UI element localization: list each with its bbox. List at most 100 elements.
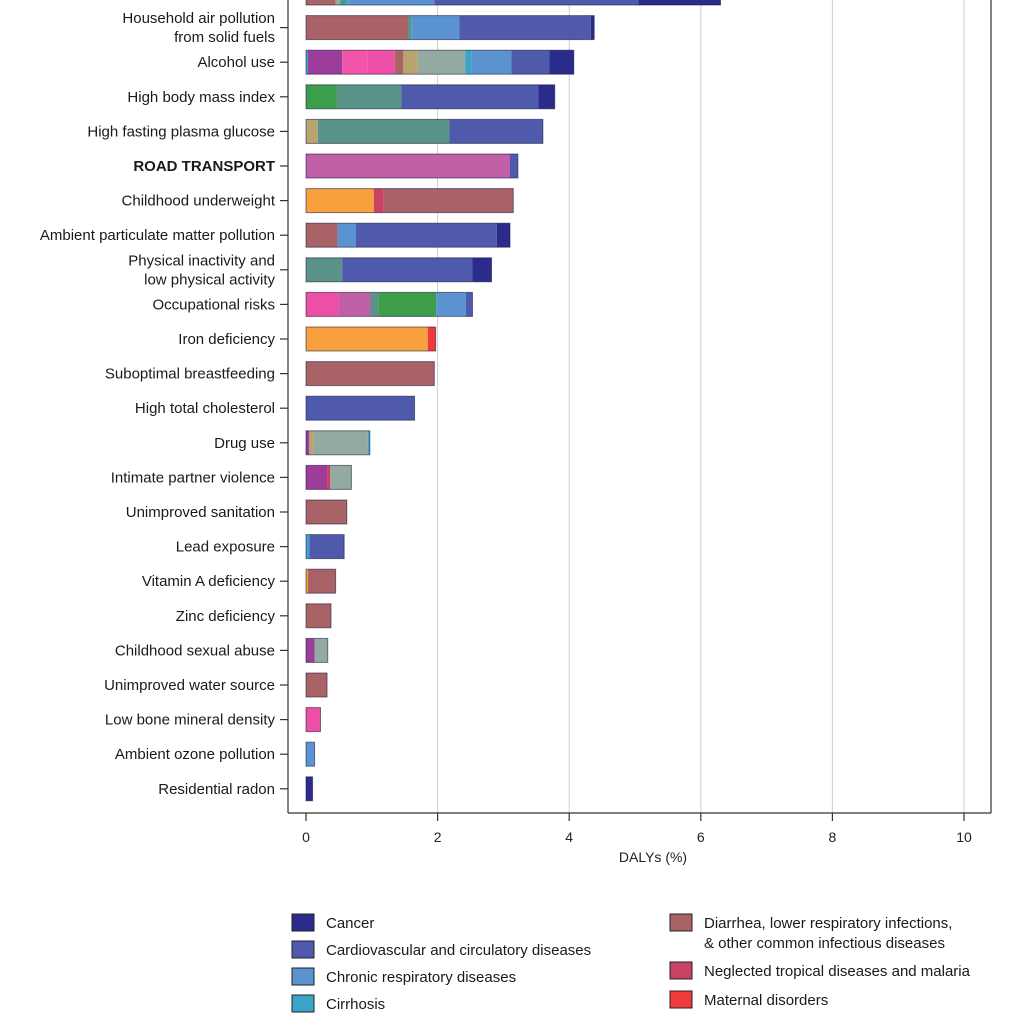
bar-outline bbox=[305, 637, 329, 663]
legend-label: Maternal disorders bbox=[704, 992, 828, 1009]
bar-segment-cardiovascular bbox=[401, 84, 539, 109]
bar-segment-nutritional_def bbox=[306, 188, 374, 213]
bar-segment-cardiovascular bbox=[342, 257, 473, 282]
bar-segment-neurological bbox=[307, 50, 343, 75]
category-labels: Household air pollution from solid fuels A… bbox=[40, 10, 288, 798]
bar-outline bbox=[305, 741, 316, 767]
bar-segment-mental bbox=[314, 638, 328, 663]
bar-segment-nutritional_def bbox=[306, 569, 308, 594]
bar-segment-mental bbox=[335, 0, 341, 5]
category-label: Lead exposure bbox=[176, 539, 275, 556]
bar-segment-nutritional bbox=[309, 430, 314, 455]
bar-segment-cardiovascular bbox=[434, 0, 639, 5]
legend-label: & other common infectious diseases bbox=[704, 935, 945, 952]
x-tick-label: 8 bbox=[829, 829, 837, 845]
bar-segment-injuries_intentional bbox=[367, 50, 395, 75]
bar-segment-cancer bbox=[496, 223, 510, 248]
bar-outline bbox=[305, 15, 595, 41]
category-label: Suboptimal breastfeeding bbox=[105, 366, 275, 383]
bar-segment-cardiovascular bbox=[356, 223, 497, 248]
bar-segment-injuries_intentional bbox=[306, 292, 339, 317]
bar-outline bbox=[305, 464, 352, 490]
x-axis: 0 2 4 6 8 10 bbox=[287, 0, 992, 845]
category-label: Unimproved water source bbox=[104, 677, 275, 694]
bar-segment-diabetes bbox=[407, 15, 412, 40]
bar-segment-transport bbox=[306, 154, 510, 178]
legend-swatch-cirrhosis bbox=[291, 994, 315, 1013]
bar-segment-diarrhea bbox=[306, 361, 435, 386]
category-label: Low bone mineral density bbox=[105, 712, 276, 729]
bar-outline bbox=[305, 84, 556, 110]
legend-swatch-maternal bbox=[669, 990, 693, 1009]
category-label: ROAD TRANSPORT bbox=[133, 158, 275, 175]
bar-outline bbox=[305, 291, 473, 317]
category-label: Childhood sexual abuse bbox=[115, 642, 275, 659]
category-label: Residential radon bbox=[158, 781, 275, 798]
bar-segment-cancer bbox=[306, 776, 313, 801]
bar-segment-diarrhea bbox=[306, 673, 328, 697]
category-label: Iron deficiency bbox=[178, 331, 275, 348]
bar-segment-diabetes bbox=[317, 119, 450, 144]
bar-segment-respiratory bbox=[348, 0, 435, 5]
x-tick-label: 2 bbox=[434, 829, 442, 845]
category-label: Ambient ozone pollution bbox=[115, 746, 275, 763]
bar-segment-injuries_intentional bbox=[306, 707, 321, 732]
bar-segment-musculoskeletal bbox=[306, 84, 337, 109]
bar-segment-cancer bbox=[638, 0, 721, 5]
category-label: low physical activity bbox=[144, 271, 275, 288]
legend-label: Cirrhosis bbox=[326, 996, 385, 1013]
x-tick-label: 6 bbox=[697, 829, 705, 845]
category-label: from solid fuels bbox=[174, 29, 275, 46]
category-label: Drug use bbox=[214, 435, 275, 452]
legend-label: Diarrhea, lower respiratory infections, bbox=[704, 915, 952, 932]
bar-outline bbox=[305, 534, 345, 560]
category-label: Vitamin A deficiency bbox=[142, 573, 276, 590]
bar-outline bbox=[305, 603, 332, 629]
bar-segment-diarrhea bbox=[307, 569, 336, 594]
bar-outline bbox=[305, 49, 575, 75]
category-label: Childhood underweight bbox=[122, 193, 276, 210]
bar-segment-cardiovascular bbox=[511, 50, 550, 75]
legend-swatch-respiratory bbox=[291, 967, 315, 986]
bar-segment-cardiovascular bbox=[309, 534, 345, 559]
bar-segment-transport bbox=[338, 292, 371, 317]
legend-swatch-diarrhea bbox=[669, 913, 693, 932]
bar-outline bbox=[305, 707, 321, 733]
bar-segment-cancer bbox=[538, 84, 555, 109]
category-label: Unimproved sanitation bbox=[126, 504, 275, 521]
bar-segment-cardiovascular bbox=[459, 15, 591, 40]
bar-outline bbox=[305, 188, 514, 214]
bar-segment-respiratory bbox=[411, 15, 460, 40]
x-tick-label: 4 bbox=[565, 829, 573, 845]
bar-outline bbox=[305, 672, 328, 698]
category-label: High body mass index bbox=[127, 89, 275, 106]
bar-segment-neurological bbox=[306, 430, 310, 455]
bar-outline bbox=[305, 499, 348, 525]
bar-segment-cardiovascular bbox=[509, 154, 518, 178]
bar-segment-nutritional_def bbox=[306, 327, 428, 351]
bar-outline bbox=[305, 222, 511, 248]
bar-segment-respiratory bbox=[436, 292, 466, 317]
bar-outline bbox=[305, 395, 416, 421]
bar-segment-cancer bbox=[590, 15, 595, 40]
bar-segment-mental bbox=[313, 430, 368, 455]
bar-segment-cirrhosis bbox=[345, 0, 349, 5]
bar-segment-diarrhea bbox=[306, 0, 336, 5]
bar-segment-mental bbox=[330, 465, 352, 490]
category-label: High fasting plasma glucose bbox=[87, 123, 275, 140]
bar-segment-diarrhea bbox=[394, 50, 404, 75]
bar-segment-respiratory bbox=[471, 50, 512, 75]
bar-segment-diarrhea bbox=[306, 15, 408, 40]
legend-swatch-cancer bbox=[291, 913, 315, 932]
category-label: Physical inactivity and bbox=[128, 252, 275, 269]
bar-segment-neurological bbox=[306, 638, 315, 663]
bar-segment-maternal bbox=[427, 327, 436, 351]
bar-outline bbox=[305, 118, 544, 144]
bar-segment-mental bbox=[417, 50, 466, 75]
category-label: Zinc deficiency bbox=[176, 608, 276, 625]
bar-segment-diabetes bbox=[336, 84, 402, 109]
bar-segment-cardiovascular bbox=[465, 292, 473, 317]
bar-segment-cancer bbox=[472, 257, 492, 282]
bar-outline bbox=[305, 257, 493, 283]
